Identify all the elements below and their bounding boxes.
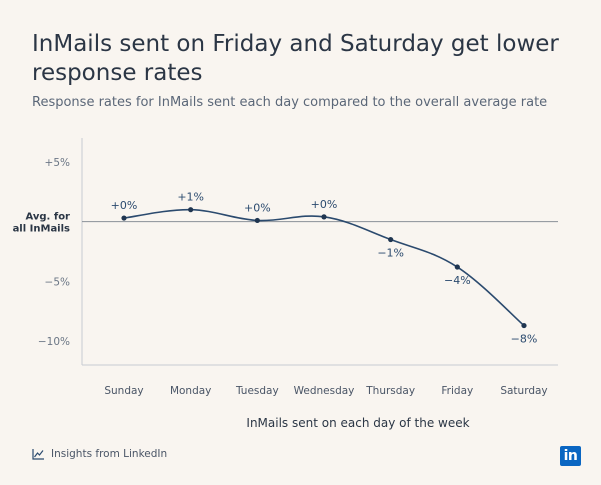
- data-point: [321, 214, 327, 220]
- data-label: −8%: [511, 333, 538, 346]
- y-tick-label: Avg. for all InMails: [13, 212, 70, 235]
- chart-subtitle: Response rates for InMails sent each day…: [32, 95, 548, 110]
- data-label: −1%: [377, 247, 404, 260]
- data-label: −4%: [444, 274, 471, 287]
- x-tick-label: Tuesday: [235, 385, 279, 397]
- source-text: Insights from LinkedIn: [51, 448, 168, 460]
- series-line: [123, 208, 525, 327]
- x-tick-label: Wednesday: [294, 385, 355, 397]
- y-tick-label: +5%: [45, 157, 70, 169]
- data-label: +0%: [111, 199, 138, 212]
- data-label: +0%: [311, 198, 338, 211]
- data-point: [254, 217, 260, 224]
- y-tick-label: −5%: [45, 276, 70, 288]
- data-label: +0%: [244, 201, 271, 214]
- chart-line-icon: [32, 449, 44, 460]
- footer-source: Insights from LinkedIn: [32, 448, 167, 460]
- linkedin-logo: in: [560, 446, 581, 466]
- line-chart: +5% Avg. for all InMails −5% −10% Sunday Mond…: [13, 138, 558, 430]
- data-point: [388, 236, 394, 243]
- y-tick-label: −10%: [38, 336, 70, 348]
- data-point: [121, 215, 127, 221]
- data-point: [188, 207, 194, 213]
- data-label: +1%: [177, 191, 204, 204]
- data-point: [521, 322, 527, 329]
- x-tick-label: Friday: [441, 385, 473, 397]
- x-tick-label: Monday: [170, 385, 211, 397]
- data-point: [454, 264, 460, 270]
- x-tick-label: Sunday: [104, 385, 143, 397]
- x-tick-label: Thursday: [365, 385, 415, 397]
- chart-title: InMails sent on Friday and Saturday get …: [32, 31, 559, 86]
- x-tick-label: Saturday: [500, 385, 547, 397]
- x-axis-title: InMails sent on each day of the week: [246, 416, 469, 430]
